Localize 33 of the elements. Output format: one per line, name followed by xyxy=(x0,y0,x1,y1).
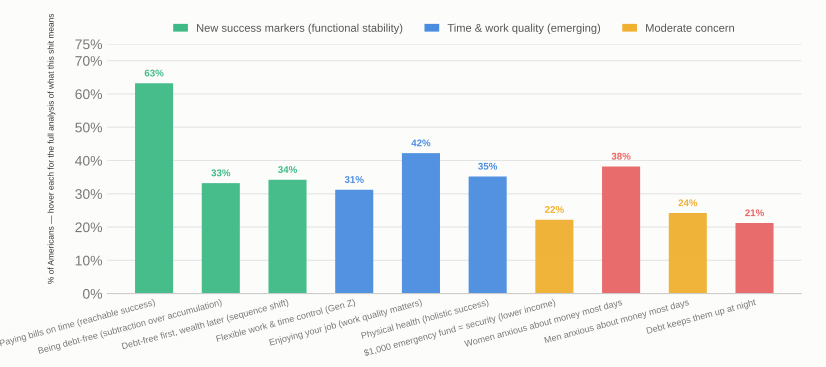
legend-label: Time & work quality (emerging) xyxy=(448,24,600,34)
y-axis-title: % of Americans — hover each for the full analysis of what this shit means xyxy=(48,14,56,284)
legend-label: Moderate concern xyxy=(646,24,734,32)
data-label: 33% xyxy=(211,169,230,176)
data-label: 31% xyxy=(344,176,364,183)
bar xyxy=(468,176,507,294)
bar xyxy=(135,83,174,294)
y-tick-label: 20% xyxy=(75,222,102,232)
y-tick-label: 70% xyxy=(75,56,102,66)
y-tick-label: 60% xyxy=(75,89,102,100)
bar xyxy=(335,190,374,294)
bar xyxy=(668,213,707,294)
y-tick-label: 0% xyxy=(82,288,102,299)
data-label: 38% xyxy=(612,152,631,160)
y-tick-label: 10% xyxy=(76,256,102,266)
bar xyxy=(735,223,774,294)
data-label: 34% xyxy=(278,166,297,174)
legend-label: New success markers (functional stability) xyxy=(197,24,402,34)
data-label: 35% xyxy=(478,162,498,170)
data-label: 24% xyxy=(678,199,698,206)
data-label: 21% xyxy=(745,209,764,216)
data-label: 63% xyxy=(144,70,164,77)
bar xyxy=(535,220,574,294)
y-tick-label: 30% xyxy=(75,189,102,199)
y-tick-label: 40% xyxy=(75,156,102,166)
bar xyxy=(602,166,640,294)
bar xyxy=(268,180,307,294)
bar xyxy=(202,183,240,294)
y-tick-label: 75% xyxy=(75,39,102,50)
data-label: 22% xyxy=(544,206,564,213)
bar xyxy=(402,153,440,294)
y-tick-label: 50% xyxy=(75,122,102,132)
data-label: 42% xyxy=(411,139,430,146)
